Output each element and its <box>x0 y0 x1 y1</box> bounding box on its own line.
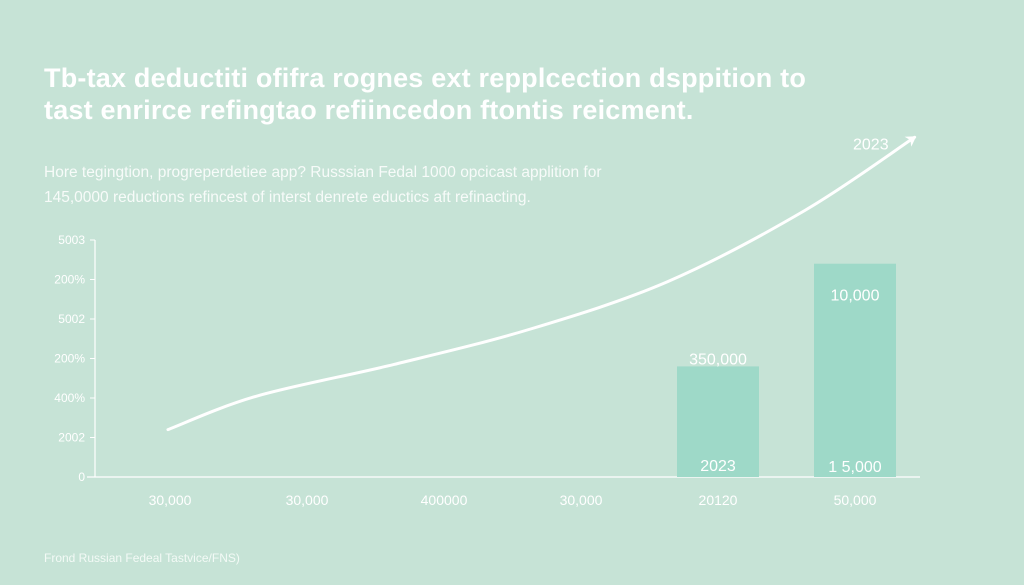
bar <box>814 263 896 477</box>
source-note: Frond Russian Fedeal Tastvice/FNS) <box>44 551 240 565</box>
bar-top-label: 10,000 <box>831 288 880 305</box>
bars <box>677 263 896 477</box>
y-tick-label: 200% <box>54 273 85 287</box>
x-tick-label: 20120 <box>699 492 738 508</box>
x-tick-label: 400000 <box>421 492 468 508</box>
y-tick-label: 400% <box>54 391 85 405</box>
x-tick-label: 30,000 <box>286 492 329 508</box>
trend-line <box>166 135 917 432</box>
axes: 5003 200% 5002 200% 400% 2002 0 30,000 30,000 400… <box>54 233 920 508</box>
x-tick-label: 30,000 <box>149 492 192 508</box>
chart-title: Tb-tax deductiti ofifra rognes ext reppl… <box>44 62 984 126</box>
y-tick-label: 0 <box>78 470 85 484</box>
chart-subtitle-line-2: 145,0000 reductions refincest of interst… <box>44 189 531 206</box>
chart-title-line-1: Tb-tax deductiti ofifra rognes ext reppl… <box>44 63 807 93</box>
x-tick-label: 50,000 <box>834 492 877 508</box>
bar <box>677 366 759 477</box>
chart-title-line-2: tast enrirce refingtao refiincedon ftont… <box>44 95 694 125</box>
bar-inner-label: 2023 <box>700 458 736 475</box>
x-tick-label: 30,000 <box>560 492 603 508</box>
y-tick-label: 2002 <box>58 431 85 445</box>
trend-line-group <box>166 135 917 432</box>
chart-labels: 350,000 2023 10,000 1 5,000 2023 <box>689 136 889 476</box>
trend-end-label: 2023 <box>853 136 889 153</box>
bar-inner-label: 1 5,000 <box>828 459 881 476</box>
bar-top-label: 350,000 <box>689 351 747 368</box>
chart-subtitle: Hore tegingtion, progreperdetiee app? Ru… <box>44 160 804 210</box>
chart-subtitle-line-1: Hore tegingtion, progreperdetiee app? Ru… <box>44 164 602 181</box>
y-tick-label: 5002 <box>58 312 85 326</box>
y-tick-label: 5003 <box>58 233 85 247</box>
y-tick-label: 200% <box>54 352 85 366</box>
